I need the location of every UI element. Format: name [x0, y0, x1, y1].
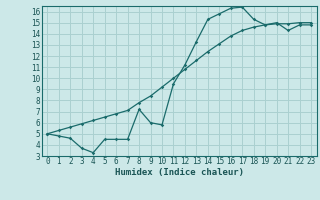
X-axis label: Humidex (Indice chaleur): Humidex (Indice chaleur) — [115, 168, 244, 177]
